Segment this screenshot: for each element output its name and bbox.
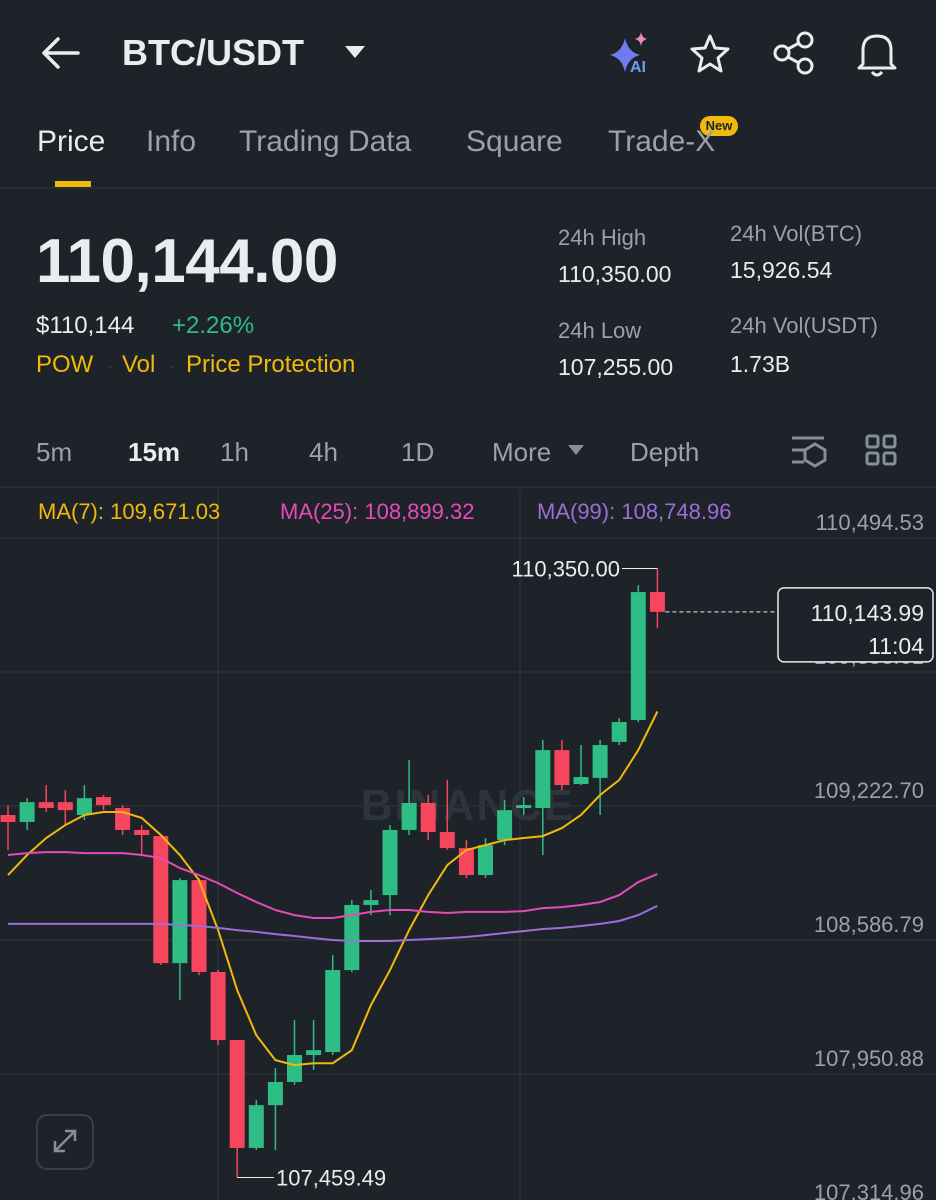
candle-body <box>439 832 455 849</box>
bell-icon[interactable] <box>857 34 897 77</box>
y-tick-label: 110,494.53 <box>816 510 924 535</box>
tab[interactable]: Info <box>146 125 197 158</box>
new-badge-bg <box>700 116 738 136</box>
active-tab-underline <box>55 181 91 187</box>
stat-label: 24h Vol(USDT) <box>730 313 878 338</box>
y-tick-label: 109,222.70 <box>814 778 924 803</box>
candle-body <box>478 845 493 876</box>
candle-body <box>38 802 54 809</box>
usd-price: $110,144 <box>36 312 135 339</box>
candle-body <box>401 802 417 830</box>
stat-value: 15,926.54 <box>730 257 833 283</box>
stat-value: 110,350.00 <box>558 261 672 287</box>
ma-line <box>8 904 658 942</box>
candle-body <box>0 814 16 822</box>
price-change: +2.26% <box>172 312 255 339</box>
interval[interactable]: 1D <box>401 437 435 467</box>
candle-body <box>19 802 35 822</box>
interval[interactable]: 1h <box>220 437 249 467</box>
candle-body <box>649 592 665 612</box>
y-tick-label: 107,950.88 <box>814 1046 924 1071</box>
candlestick-chart: BINANCE 110,494.53109,858.61109,222.7010… <box>0 490 936 1200</box>
new-badge: New <box>705 118 733 133</box>
share-icon[interactable] <box>773 31 814 75</box>
candle-body <box>306 1050 322 1056</box>
stat-label: 24h Low <box>558 318 642 343</box>
candle-body <box>611 722 627 742</box>
ai-icon[interactable]: AI <box>610 32 647 76</box>
interval[interactable]: Depth <box>630 437 700 467</box>
more-dropdown[interactable] <box>568 445 584 455</box>
ma-line <box>7 851 658 919</box>
y-tick-label: 108,586.79 <box>814 912 924 937</box>
candle-body <box>134 829 150 836</box>
candle-body <box>76 798 92 815</box>
ma-line <box>7 711 659 1067</box>
last-price: 110,144.00 <box>36 227 338 296</box>
tag[interactable]: Vol <box>122 351 156 378</box>
stat-value: 107,255.00 <box>558 354 674 380</box>
tag-separator: · <box>170 358 175 374</box>
candle-body <box>153 836 169 964</box>
ma-legend: MA(99): 108,748.96 <box>537 499 731 524</box>
tab[interactable]: Trade-X <box>608 125 716 158</box>
candle-body <box>458 848 474 876</box>
low-label: 107,459.49 <box>276 1166 386 1191</box>
high-label: 110,350.00 <box>512 556 620 581</box>
candle-body <box>172 880 188 964</box>
tag[interactable]: POW <box>36 351 94 378</box>
stat-value: 1.73B <box>730 351 791 377</box>
last-price-label: 110,143.99 <box>811 600 924 626</box>
interval[interactable]: 4h <box>309 437 338 467</box>
stat-label: 24h Vol(BTC) <box>730 221 863 246</box>
countdown: 11:04 <box>868 633 924 659</box>
tag-separator: · <box>108 358 113 374</box>
last-price-box <box>777 587 934 663</box>
candle-body <box>382 829 398 896</box>
indicator-settings-icon[interactable] <box>792 436 827 468</box>
y-tick-label: 107,314.96 <box>814 1180 924 1200</box>
layout-icon[interactable] <box>865 434 897 466</box>
tag[interactable]: Price Protection <box>186 351 356 378</box>
stat-label: 24h High <box>558 225 647 250</box>
interval[interactable]: More <box>492 437 552 467</box>
candle-body <box>554 750 570 786</box>
interval[interactable]: 15m <box>128 437 181 467</box>
candle-body <box>363 900 379 905</box>
svg-text:AI: AI <box>630 59 646 76</box>
fullscreen-button[interactable] <box>36 1114 94 1170</box>
candle-body <box>229 1040 245 1148</box>
tab[interactable]: Price <box>37 125 106 158</box>
back-button[interactable] <box>42 37 80 69</box>
ma-legend: MA(25): 108,899.32 <box>280 499 474 524</box>
candle-body <box>516 805 532 809</box>
candle-body <box>535 750 551 809</box>
candle-body <box>210 971 226 1041</box>
interval[interactable]: 5m <box>36 437 73 467</box>
candle-body <box>325 970 341 1053</box>
candle-body <box>267 1081 283 1106</box>
candle-body <box>96 797 111 806</box>
candle-body <box>630 592 646 720</box>
chrome-icons: AI · · <box>0 31 936 488</box>
candle-body <box>497 810 513 841</box>
pair-title[interactable]: BTC/USDT <box>122 32 304 73</box>
candle-body <box>592 745 608 778</box>
candle-body <box>573 777 589 785</box>
candle-body <box>420 802 436 833</box>
candle-body <box>344 904 360 971</box>
ma-legend: MA(7): 109,671.03 <box>38 499 220 524</box>
candle-body <box>248 1105 264 1148</box>
tab[interactable]: Trading Data <box>239 125 412 158</box>
candle-body <box>287 1055 302 1082</box>
star-icon[interactable] <box>690 34 730 73</box>
candle-body <box>57 802 73 811</box>
tab[interactable]: Square <box>466 125 563 158</box>
pair-dropdown[interactable] <box>345 46 365 58</box>
